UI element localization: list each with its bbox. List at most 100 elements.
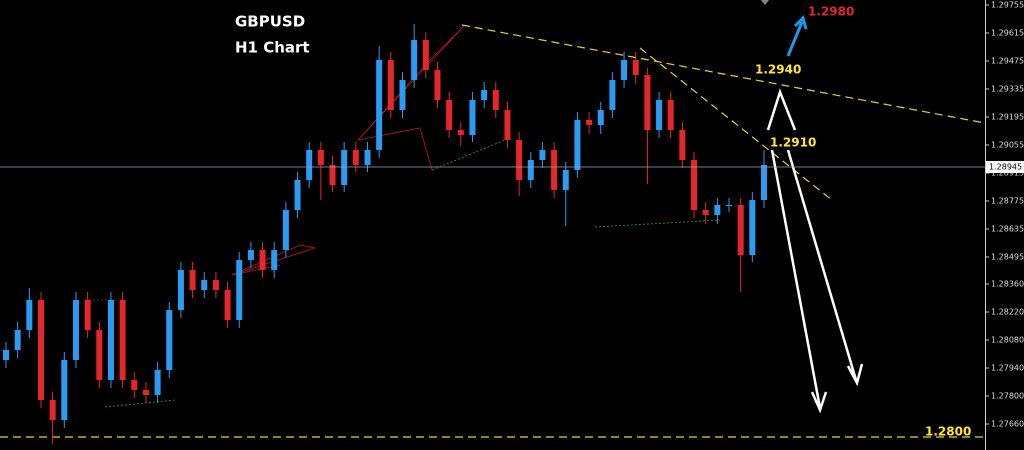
candle-body bbox=[352, 150, 359, 165]
y-tick-label: 1.29195 bbox=[991, 113, 1024, 122]
trend-lines bbox=[0, 24, 986, 438]
candle-body bbox=[107, 300, 114, 380]
pattern-line bbox=[231, 244, 317, 276]
candle-body bbox=[516, 140, 523, 180]
candle-body bbox=[37, 300, 44, 400]
candle-body bbox=[119, 300, 126, 380]
candle-body bbox=[714, 205, 721, 215]
candle-body bbox=[84, 300, 91, 330]
candle-body bbox=[96, 330, 103, 380]
candle-body bbox=[726, 205, 733, 206]
candle-body bbox=[609, 80, 616, 110]
candle-body bbox=[481, 90, 488, 100]
chart-subtitle: H1 Chart bbox=[235, 39, 310, 57]
candle-body bbox=[61, 360, 68, 420]
y-tick-label: 1.29475 bbox=[991, 57, 1024, 66]
y-tick-label: 1.27800 bbox=[991, 392, 1024, 401]
candle-body bbox=[691, 160, 698, 210]
arrow-path bbox=[786, 21, 804, 57]
candle-body bbox=[667, 100, 674, 130]
candle-body bbox=[632, 60, 639, 75]
candle-body bbox=[26, 300, 33, 330]
candle-body bbox=[679, 130, 686, 160]
candle-body bbox=[422, 40, 429, 70]
arrow-path bbox=[786, 149, 858, 381]
current-price-label: 1.28945 bbox=[989, 163, 1022, 172]
candle-body bbox=[399, 80, 406, 110]
candle-body bbox=[446, 100, 453, 130]
y-tick-label: 1.28360 bbox=[991, 280, 1024, 289]
candle-body bbox=[259, 250, 266, 270]
arrow-head bbox=[846, 363, 864, 387]
candle-body bbox=[317, 150, 324, 165]
candle-body bbox=[387, 60, 394, 110]
up-arrow bbox=[786, 15, 808, 57]
marker bbox=[761, 0, 769, 5]
candle-body bbox=[201, 280, 208, 290]
y-tick-label: 1.29335 bbox=[991, 85, 1024, 94]
annotation: 1.2940 bbox=[755, 63, 801, 77]
y-tick-label: 1.29055 bbox=[991, 141, 1024, 150]
projection-arrows bbox=[766, 88, 864, 414]
arrow-head bbox=[810, 391, 828, 414]
candle-body bbox=[49, 400, 56, 420]
candle-body bbox=[597, 110, 604, 125]
candle-body bbox=[212, 280, 219, 290]
candle-body bbox=[271, 250, 278, 270]
candle-body bbox=[411, 40, 418, 80]
candle-body bbox=[749, 200, 756, 255]
candle-body bbox=[469, 100, 476, 135]
candle-body bbox=[562, 170, 569, 190]
candle-body bbox=[504, 110, 511, 140]
support-lines bbox=[104, 139, 721, 408]
annotation: 1.2800 bbox=[925, 425, 971, 439]
candle-body bbox=[644, 75, 651, 130]
candle-body bbox=[166, 310, 173, 370]
candle-body bbox=[551, 150, 558, 190]
arrow-head bbox=[793, 15, 808, 30]
candle-body bbox=[131, 380, 138, 390]
annotation: 1.2980 bbox=[808, 5, 854, 19]
candle-body bbox=[154, 370, 161, 395]
candle-body bbox=[527, 160, 534, 180]
candle-body bbox=[247, 250, 254, 260]
candle-body bbox=[72, 300, 79, 360]
y-tick-label: 1.27660 bbox=[991, 420, 1024, 429]
support-line bbox=[594, 219, 721, 228]
candle-body bbox=[341, 150, 348, 185]
candle-body bbox=[236, 260, 243, 320]
candle-body bbox=[142, 390, 149, 395]
y-tick-label: 1.29755 bbox=[991, 1, 1024, 10]
candle-body bbox=[376, 60, 383, 150]
candle-body bbox=[574, 120, 581, 170]
candle-body bbox=[457, 130, 464, 135]
pattern-line bbox=[356, 24, 466, 171]
y-tick-label: 1.28495 bbox=[991, 253, 1024, 262]
candle-body bbox=[224, 290, 231, 320]
candle-body bbox=[761, 165, 767, 200]
arrow-path bbox=[770, 149, 822, 409]
candle-body bbox=[306, 150, 313, 180]
arrow-path bbox=[766, 88, 797, 131]
candle-body bbox=[294, 180, 301, 210]
candle-body bbox=[492, 90, 499, 110]
candle-body bbox=[434, 70, 441, 100]
y-tick-label: 1.28220 bbox=[991, 308, 1024, 317]
candle-body bbox=[14, 330, 21, 350]
candle-body bbox=[3, 350, 9, 360]
current-price-box bbox=[986, 161, 1024, 173]
candle-body bbox=[364, 150, 371, 165]
candle-body bbox=[586, 120, 593, 125]
candle-body bbox=[539, 150, 546, 160]
support-line bbox=[431, 139, 506, 171]
y-tick-label: 1.28775 bbox=[991, 197, 1024, 206]
y-tick-label: 1.28635 bbox=[991, 225, 1024, 234]
candle-body bbox=[282, 210, 289, 250]
candle-body bbox=[621, 60, 628, 80]
candle-body bbox=[329, 165, 336, 185]
candles bbox=[3, 24, 767, 444]
candle-body bbox=[177, 270, 184, 310]
y-tick-label: 1.27940 bbox=[991, 364, 1024, 373]
